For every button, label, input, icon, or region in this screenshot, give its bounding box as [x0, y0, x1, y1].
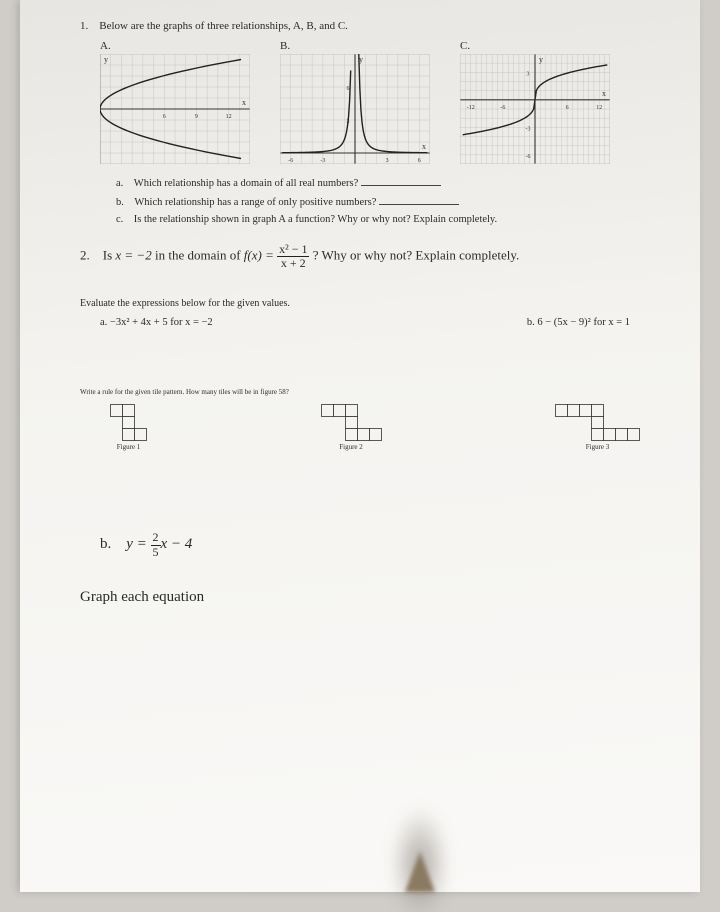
graph-a-wrap: A. 6912-4-224xy: [100, 40, 250, 164]
svg-text:y: y: [104, 55, 108, 64]
graph-a: 6912-4-224xy: [100, 54, 250, 164]
svg-text:x: x: [242, 98, 246, 107]
question-b-equation: b. y = 25x − 4: [100, 531, 650, 558]
svg-text:x: x: [422, 142, 426, 151]
q1-prompt: 1. Below are the graphs of three relatio…: [80, 20, 650, 32]
question-2: 2. Is x = −2 in the domain of f(x) = x² …: [80, 243, 650, 270]
graph-c-wrap: C. -12 -6 6 12 -6 -3 3 x y: [460, 40, 610, 164]
svg-text:9: 9: [195, 114, 198, 120]
svg-text:12: 12: [596, 105, 602, 111]
tile-head: Write a rule for the given tile pattern.…: [80, 388, 650, 396]
fraction: x² − 1x + 2: [277, 243, 309, 270]
eval-b: b. 6 − (5x − 9)² for x = 1: [527, 317, 630, 328]
q2-xeq: x = −2: [115, 248, 151, 263]
tile-row: Figure 1 Figure 2 Figure 3: [110, 404, 640, 451]
svg-text:x: x: [602, 89, 606, 98]
q2-prefix: 2. Is: [80, 248, 115, 263]
evaluate-section: Evaluate the expressions below for the g…: [80, 298, 650, 328]
q1a: a. Which relationship has a domain of al…: [116, 176, 650, 189]
graph-b-label: B.: [280, 40, 290, 52]
eval-a: a. −3x² + 4x + 5 for x = −2: [100, 317, 213, 328]
eval-row: a. −3x² + 4x + 5 for x = −2 b. 6 − (5x −…: [100, 317, 630, 328]
svg-text:-6: -6: [500, 105, 505, 111]
tile-section: Write a rule for the given tile pattern.…: [80, 388, 650, 451]
tile-cap-3: Figure 3: [586, 443, 610, 451]
eval-head: Evaluate the expressions below for the g…: [80, 298, 650, 309]
q1b-text: b. Which relationship has a range of onl…: [116, 197, 376, 208]
svg-text:-12: -12: [467, 105, 475, 111]
svg-text:-6: -6: [526, 154, 531, 160]
tile-svg-1: [110, 404, 147, 441]
fraction: 25: [151, 531, 161, 558]
svg-text:6: 6: [566, 105, 569, 111]
tile-fig-2: Figure 2: [321, 404, 382, 451]
q2-suffix: ? Why or why not? Explain completely.: [309, 248, 519, 263]
svg-text:12: 12: [226, 114, 232, 120]
svg-text:-6: -6: [288, 158, 293, 164]
graph-b: -6-33636xy: [280, 54, 430, 164]
svg-text:y: y: [539, 55, 543, 64]
graph-a-label: A.: [100, 40, 111, 52]
tile-cap-1: Figure 1: [117, 443, 141, 451]
graph-b-wrap: B. -6-33636xy: [280, 40, 430, 164]
q2-den: x + 2: [277, 257, 309, 270]
blank-line: [379, 195, 459, 205]
tile-fig-1: Figure 1: [110, 404, 147, 451]
q2-mid: in the domain of: [152, 248, 244, 263]
graphs-row: A. 6912-4-224xy B. -6-33636xy C. -12-661…: [100, 40, 650, 164]
question-1: 1. Below are the graphs of three relatio…: [80, 20, 650, 225]
q1a-text: a. Which relationship has a domain of al…: [116, 178, 358, 189]
qb-yeq: y =: [126, 537, 150, 553]
q2-num: x² − 1: [277, 243, 309, 257]
svg-text:3: 3: [386, 158, 389, 164]
graph-c: -12 -6 6 12 -6 -3 3 x y: [460, 54, 610, 164]
worksheet-page: 1. Below are the graphs of three relatio…: [20, 0, 700, 892]
graph-c-label: C.: [460, 40, 470, 52]
qb-num: 2: [151, 531, 161, 545]
svg-text:3: 3: [527, 71, 530, 77]
svg-text:6: 6: [347, 86, 350, 92]
svg-text:-3: -3: [526, 126, 531, 132]
tile-svg-2: [321, 404, 382, 441]
blank-line: [361, 176, 441, 186]
svg-text:6: 6: [163, 114, 166, 120]
tile-svg-3: [555, 404, 640, 441]
q1c: c. Is the relationship shown in graph A …: [116, 214, 650, 225]
svg-text:6: 6: [418, 158, 421, 164]
graph-each-heading: Graph each equation: [80, 589, 650, 606]
q1b: b. Which relationship has a range of onl…: [116, 195, 650, 208]
tile-cap-2: Figure 2: [339, 443, 363, 451]
svg-text:-3: -3: [320, 158, 325, 164]
qb-prefix: b.: [100, 537, 126, 553]
qb-den: 5: [151, 546, 161, 559]
pencil-tip: [405, 852, 435, 892]
tile-fig-3: Figure 3: [555, 404, 640, 451]
q2-fx: f(x) =: [244, 248, 277, 263]
qb-suffix: x − 4: [161, 537, 193, 553]
